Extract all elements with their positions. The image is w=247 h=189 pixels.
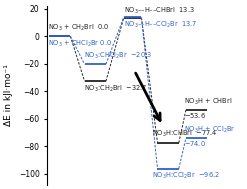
Text: $-$53.6: $-$53.6 (184, 111, 206, 120)
Text: NO$_3$H:CCl$_2$Br  $-$96.2: NO$_3$H:CCl$_2$Br $-$96.2 (152, 170, 220, 180)
Text: NO$_3$H + CHBrI: NO$_3$H + CHBrI (184, 97, 232, 107)
Text: NO$_3$:CH$_2$BrI  $-$32.7: NO$_3$:CH$_2$BrI $-$32.7 (84, 84, 147, 94)
Text: NO$_3$––H––CCl$_2$Br  13.7: NO$_3$––H––CCl$_2$Br 13.7 (124, 20, 197, 30)
Text: NO$_3$H + CCl$_2$Br: NO$_3$H + CCl$_2$Br (184, 125, 236, 135)
Y-axis label: ΔE in kJl·mo⁻¹: ΔE in kJl·mo⁻¹ (4, 64, 13, 126)
Text: NO$_3$:CHCl$_2$Br  $-$20.3: NO$_3$:CHCl$_2$Br $-$20.3 (84, 51, 152, 61)
Text: NO$_3$––H––CHBrI  13.3: NO$_3$––H––CHBrI 13.3 (124, 6, 195, 16)
Text: NO$_3$H:CHBrI  $-$77.4: NO$_3$H:CHBrI $-$77.4 (152, 129, 218, 139)
Text: $-$74.0: $-$74.0 (184, 139, 206, 148)
Text: NO$_3$ + CH$_2$BrI  0.0: NO$_3$ + CH$_2$BrI 0.0 (48, 23, 110, 33)
Text: NO$_3$ + CHCl$_2$Br 0.0: NO$_3$ + CHCl$_2$Br 0.0 (48, 39, 112, 49)
